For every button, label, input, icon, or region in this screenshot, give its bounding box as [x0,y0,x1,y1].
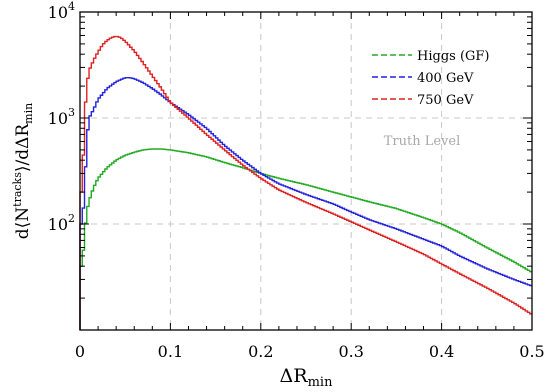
x-tick-label-4: 0.4 [429,342,454,361]
axis-ticks [79,11,533,330]
y-tick-label-exponent: 4 [68,0,75,13]
x-axis-title-main: ΔR [280,365,309,387]
x-tick-label-0: 0 [75,342,85,361]
grid [80,12,532,330]
y-tick-label-2: 104 [48,0,75,22]
y-axis-title-sub: min [22,103,35,124]
legend-label-2: 750 GeV [417,93,474,108]
annotation-truth-level: Truth Level [384,134,461,149]
y-axis-title: d⟨Ntracks⟩/dΔRmin [11,103,35,239]
series-layer [79,35,532,330]
x-tick-label-1: 0.1 [158,342,183,361]
x-tick-label-3: 0.3 [338,342,363,361]
y-tick-label-base: 10 [48,109,68,128]
y-tick-label-0: 102 [48,212,75,234]
legend: Higgs (GF) 400 GeV 750 GeV [372,49,490,108]
x-tick-label-2: 0.2 [248,342,273,361]
y-tick-label-base: 10 [48,215,68,234]
y-tick-label-base: 10 [48,3,68,22]
x-axis-title-sub: min [308,375,333,390]
y-axis-title-sup: tracks [11,172,24,207]
y-tick-label-exponent: 3 [68,106,75,119]
y-tick-label-exponent: 2 [68,212,75,225]
plot-frame [79,11,533,331]
series-line-0 [79,148,532,330]
legend-label-0: Higgs (GF) [417,49,490,64]
y-axis-title-tail: ⟩/dΔR [13,123,33,173]
x-tick-label-5: 0.5 [519,342,544,361]
series-line-1 [79,77,532,330]
y-axis-title-main: d⟨N [13,207,33,240]
series-line-2 [79,35,532,330]
legend-label-1: 400 GeV [417,71,474,86]
x-axis-title: ΔRmin [280,365,334,390]
y-tick-label-1: 103 [48,106,75,128]
